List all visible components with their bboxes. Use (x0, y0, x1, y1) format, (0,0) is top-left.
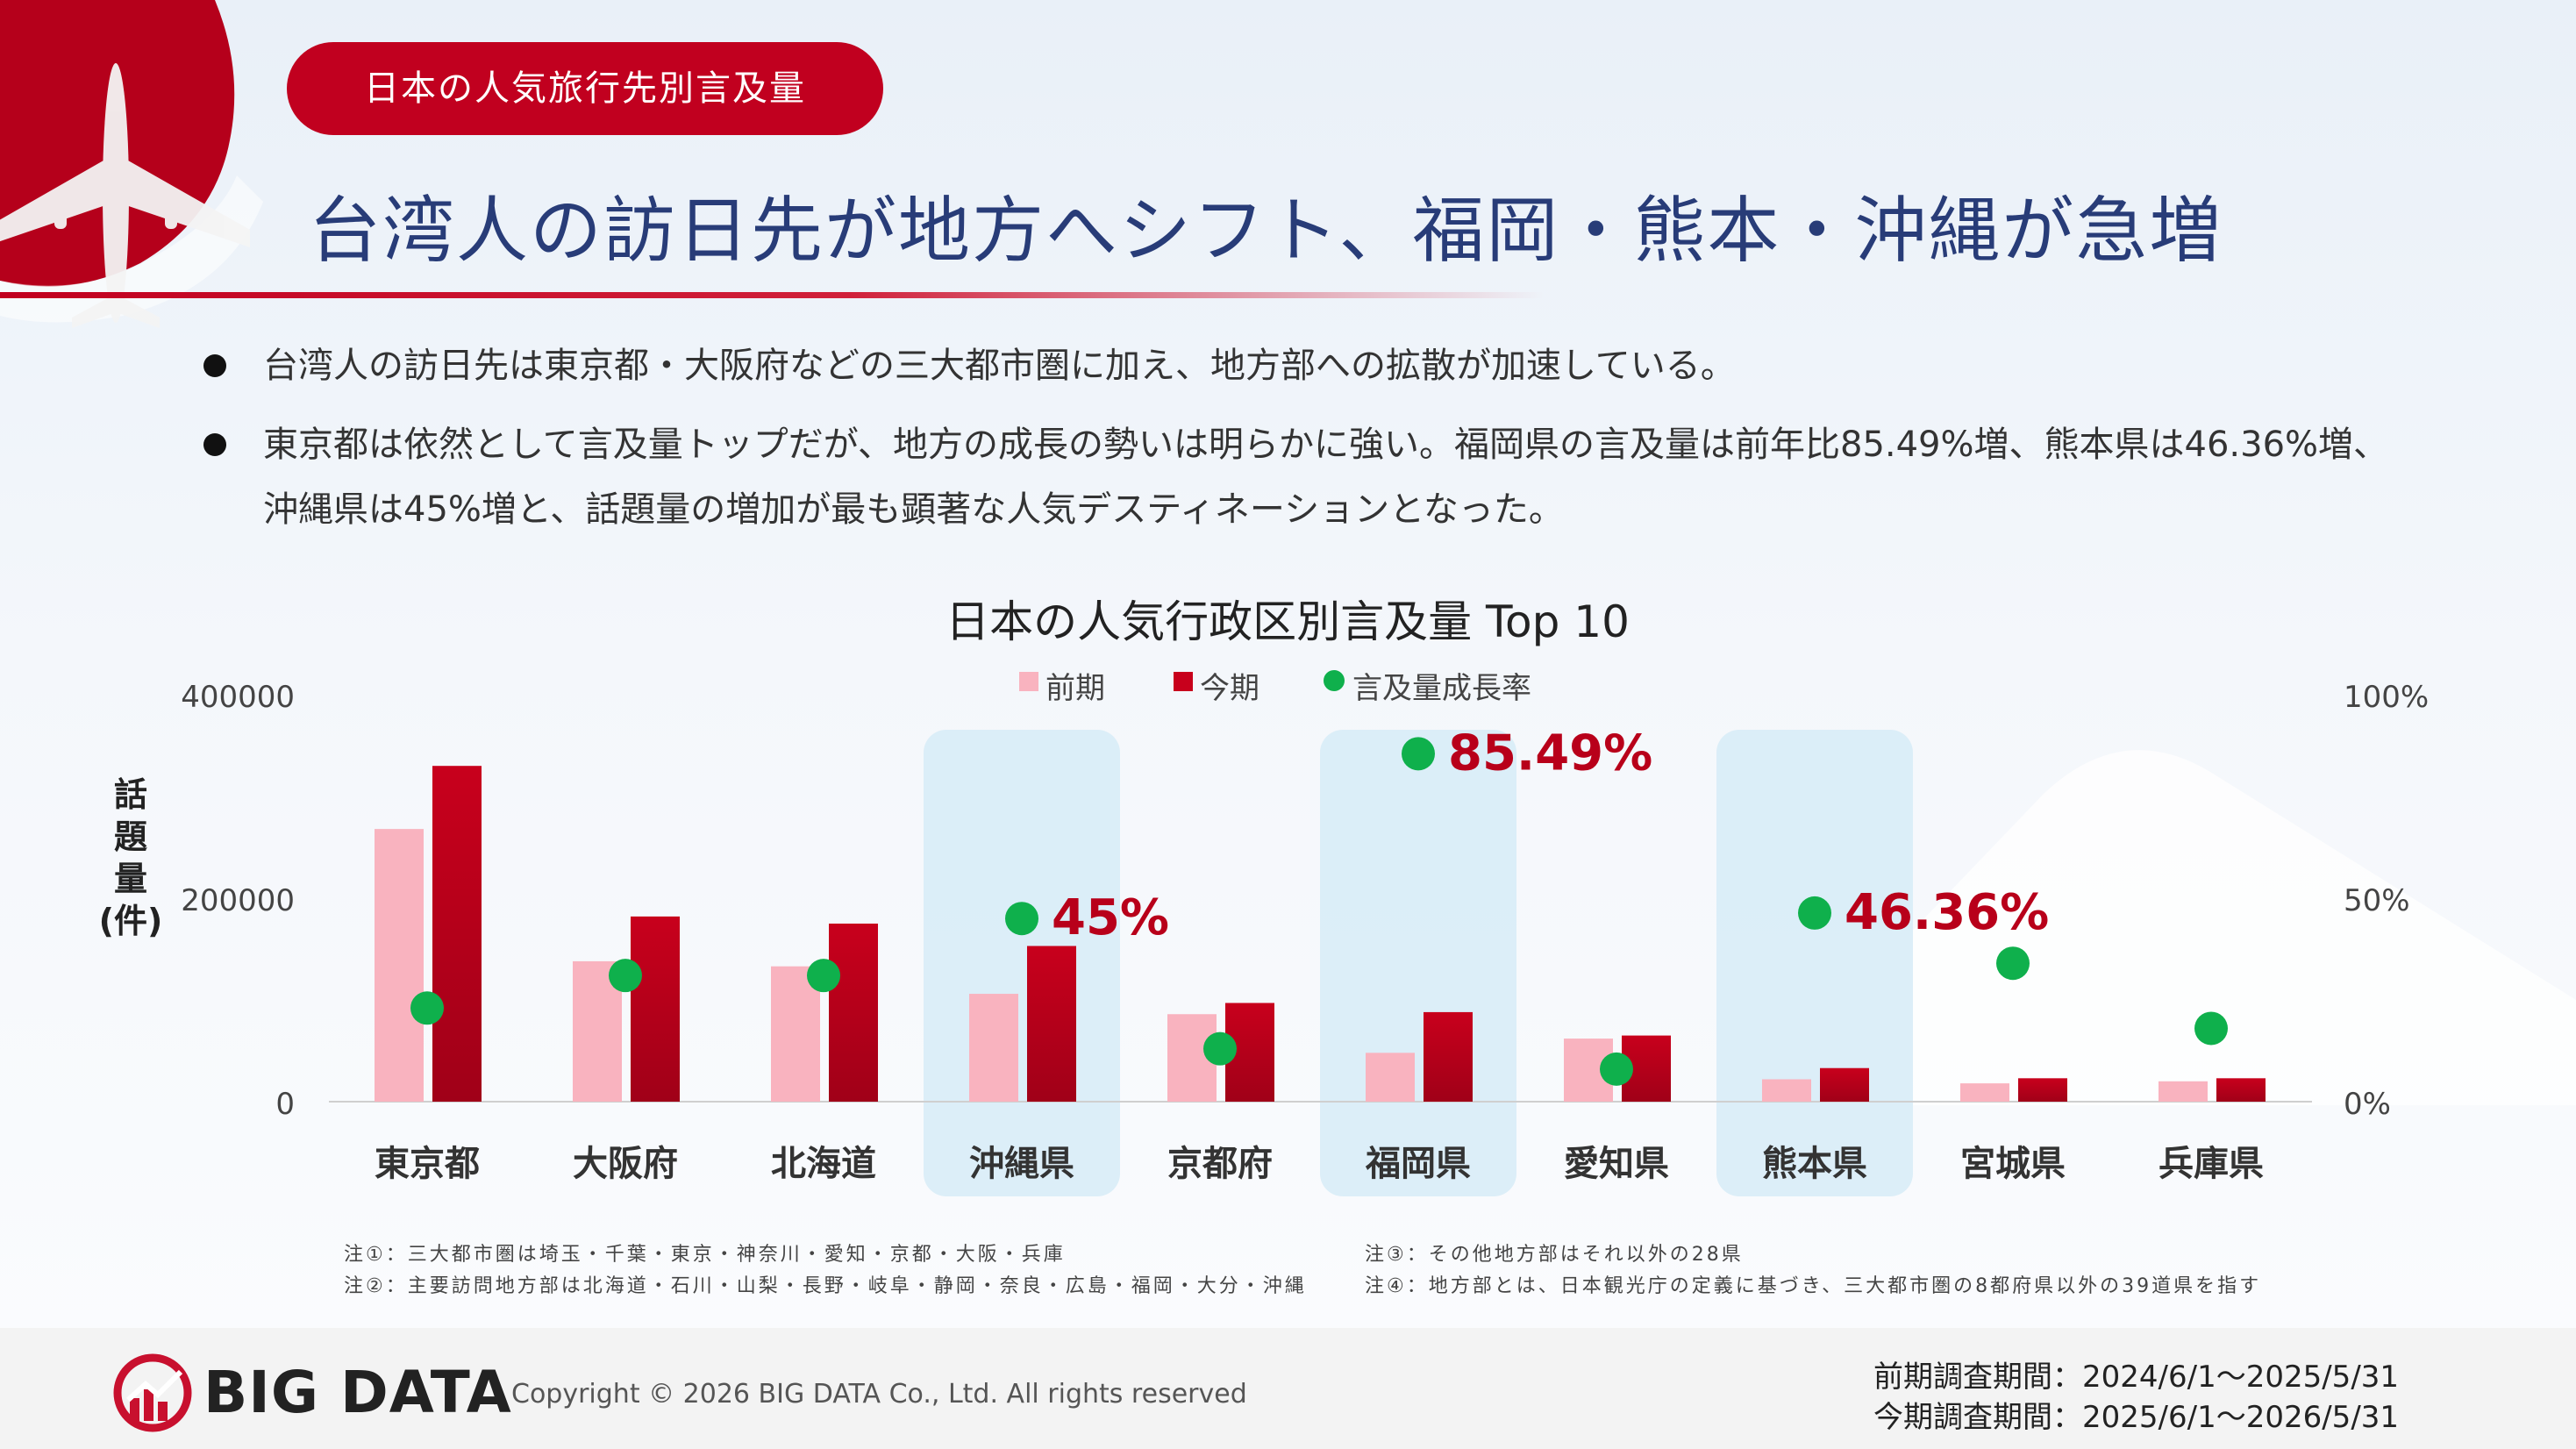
bullet-text: 東京都は依然として言及量トップだが、地方の成長の勢いは明らかに強い。福岡県の言及… (263, 425, 2389, 465)
growth-point (1402, 737, 1435, 771)
bar-curr (2018, 1078, 2067, 1102)
highlight-band (1320, 730, 1516, 1196)
x-tick-label: 東京都 (375, 1144, 480, 1184)
x-tick-label: 宮城県 (1960, 1144, 2066, 1184)
section-badge: 日本の人気旅行先別言及量 (287, 42, 883, 135)
legend-prev-label: 前期 (1045, 671, 1105, 706)
note-1: 注①：三大都市圏は埼玉・千葉・東京・神奈川・愛知・京都・大阪・兵庫 (344, 1244, 1066, 1266)
y2-tick-label: 50% (2344, 883, 2410, 918)
x-tick-label: 兵庫県 (2159, 1144, 2264, 1184)
bigdata-logo-icon (113, 1353, 192, 1432)
y2-tick-label: 0% (2344, 1087, 2391, 1122)
legend-growth-label: 言及量成長率 (1352, 671, 1531, 706)
chart-title: 日本の人気行政区別言及量 Top 10 (945, 596, 1630, 647)
y-tick-label: 400000 (181, 680, 295, 715)
bar-curr (432, 766, 482, 1102)
bar-curr (829, 924, 878, 1102)
bullet-continuation: 沖縄県は45%増と、話題量の増加が最も顕著な人気デスティネーションとなった。 (200, 477, 2533, 542)
y-tick-label: 0 (275, 1087, 295, 1122)
y-axis-label: 話題量 (件) (96, 774, 165, 942)
bar-prev (771, 966, 820, 1102)
growth-point (2194, 1011, 2228, 1046)
y-tick-label: 200000 (181, 883, 295, 918)
highlight-band (1716, 730, 1913, 1196)
bullet-item: 台湾人の訪日先は東京都・大阪府などの三大都市圏に加え、地方部への拡散が加速してい… (200, 333, 2533, 398)
bar-prev (1762, 1079, 1811, 1102)
legend-curr-label: 今期 (1200, 671, 1259, 706)
legend-growth-swatch (1324, 670, 1345, 691)
bar-prev (2159, 1081, 2208, 1102)
airplane-icon (0, 63, 250, 328)
bullet-text: 沖縄県は45%増と、話題量の増加が最も顕著な人気デスティネーションとなった。 (263, 489, 1564, 530)
x-tick-label: 愛知県 (1564, 1144, 1669, 1184)
bullet-dot (203, 433, 226, 456)
bar-prev (969, 994, 1018, 1102)
growth-label: 46.36% (1845, 884, 2049, 941)
legend: 前期 今期 言及量成長率 (1019, 670, 1531, 706)
note-2: 注②：主要訪問地方部は北海道・石川・山梨・長野・岐阜・静岡・奈良・広島・福岡・大… (344, 1275, 1307, 1297)
legend-curr-swatch (1174, 672, 1193, 691)
copyright: Copyright © 2026 BIG DATA Co., Ltd. All … (511, 1379, 1247, 1410)
x-tick-label: 京都府 (1167, 1144, 1273, 1184)
growth-label: 85.49% (1448, 724, 1652, 782)
x-tick-label: 福岡県 (1365, 1144, 1471, 1184)
bar-prev (375, 829, 424, 1102)
bar-curr (1027, 946, 1076, 1102)
highlight-band (924, 730, 1120, 1196)
bullet-list: 台湾人の訪日先は東京都・大阪府などの三大都市圏に加え、地方部への拡散が加速してい… (200, 333, 2533, 542)
growth-point (1005, 902, 1038, 936)
bullet-dot (203, 354, 226, 377)
growth-point (410, 991, 444, 1025)
bar-curr (1820, 1067, 1869, 1102)
x-tick-label: 北海道 (771, 1144, 876, 1184)
growth-point (609, 959, 642, 993)
bar-prev (1366, 1053, 1415, 1102)
period-prev: 前期調査期間：2024/6/1～2025/5/31 (1873, 1360, 2400, 1395)
bar-curr (631, 916, 680, 1102)
y-axis-label-text: 話題量 (件) (98, 775, 163, 940)
x-tick-label: 大阪府 (573, 1144, 678, 1184)
bigdata-logo-text: BIG DATA (203, 1359, 512, 1426)
growth-point (1798, 896, 1831, 930)
x-tick-label: 熊本県 (1762, 1144, 1867, 1184)
bar-curr (1424, 1011, 1473, 1102)
growth-point (1203, 1031, 1237, 1066)
growth-label: 45% (1052, 889, 1169, 946)
footer-bar (0, 1328, 2576, 1449)
page-title: 台湾人の訪日先が地方へシフト、福岡・熊本・沖縄が急増 (309, 189, 2223, 273)
bar-prev (1960, 1083, 2009, 1102)
title-underline (0, 292, 1544, 298)
bullet-item: 東京都は依然として言及量トップだが、地方の成長の勢いは明らかに強い。福岡県の言及… (200, 412, 2533, 477)
x-tick-label: 沖縄県 (969, 1144, 1074, 1184)
growth-point (1600, 1052, 1633, 1086)
bar-curr (2216, 1078, 2266, 1102)
bullet-text: 台湾人の訪日先は東京都・大阪府などの三大都市圏に加え、地方部への拡散が加速してい… (263, 346, 1736, 386)
note-4: 注④：地方部とは、日本観光庁の定義に基づき、三大都市圏の8都府県以外の39道県を… (1365, 1275, 2262, 1297)
period-curr: 今期調査期間：2025/6/1～2026/5/31 (1873, 1400, 2400, 1435)
sun-plane-decoration (0, 0, 263, 328)
legend-prev-swatch (1019, 672, 1038, 691)
growth-point (1996, 946, 2030, 981)
mountain-backdrop (1745, 750, 2576, 1105)
y2-tick-label: 100% (2344, 680, 2429, 715)
growth-point (807, 959, 840, 993)
mentions-chart: 日本の人気行政区別言及量 Top 10 前期 今期 言及量成長率 400000 … (181, 596, 2576, 1196)
note-3: 注③：その他地方部はそれ以外の28県 (1365, 1244, 1744, 1266)
